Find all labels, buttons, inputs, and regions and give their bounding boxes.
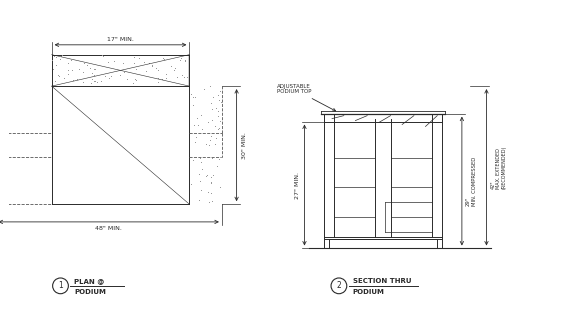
Text: 17" MIN.: 17" MIN. <box>107 37 134 42</box>
Text: PODIUM: PODIUM <box>353 289 385 295</box>
Text: 27" MIN.: 27" MIN. <box>294 171 300 198</box>
Text: 29"
MIN. COMPRESSED: 29" MIN. COMPRESSED <box>466 157 476 206</box>
Text: 42"
MAX. EXTENDED
(RECOMMENDED): 42" MAX. EXTENDED (RECOMMENDED) <box>490 146 507 189</box>
Text: 2: 2 <box>336 281 342 290</box>
Text: 30" MIN.: 30" MIN. <box>241 132 247 159</box>
Text: SECTION THRU: SECTION THRU <box>353 278 411 284</box>
Text: ADJUSTABLE
PODIUM TOP: ADJUSTABLE PODIUM TOP <box>277 84 336 111</box>
Text: 48" MIN.: 48" MIN. <box>95 226 122 231</box>
Text: 1: 1 <box>58 281 63 290</box>
Text: PODIUM: PODIUM <box>74 289 106 295</box>
Text: PLAN @: PLAN @ <box>74 278 104 284</box>
